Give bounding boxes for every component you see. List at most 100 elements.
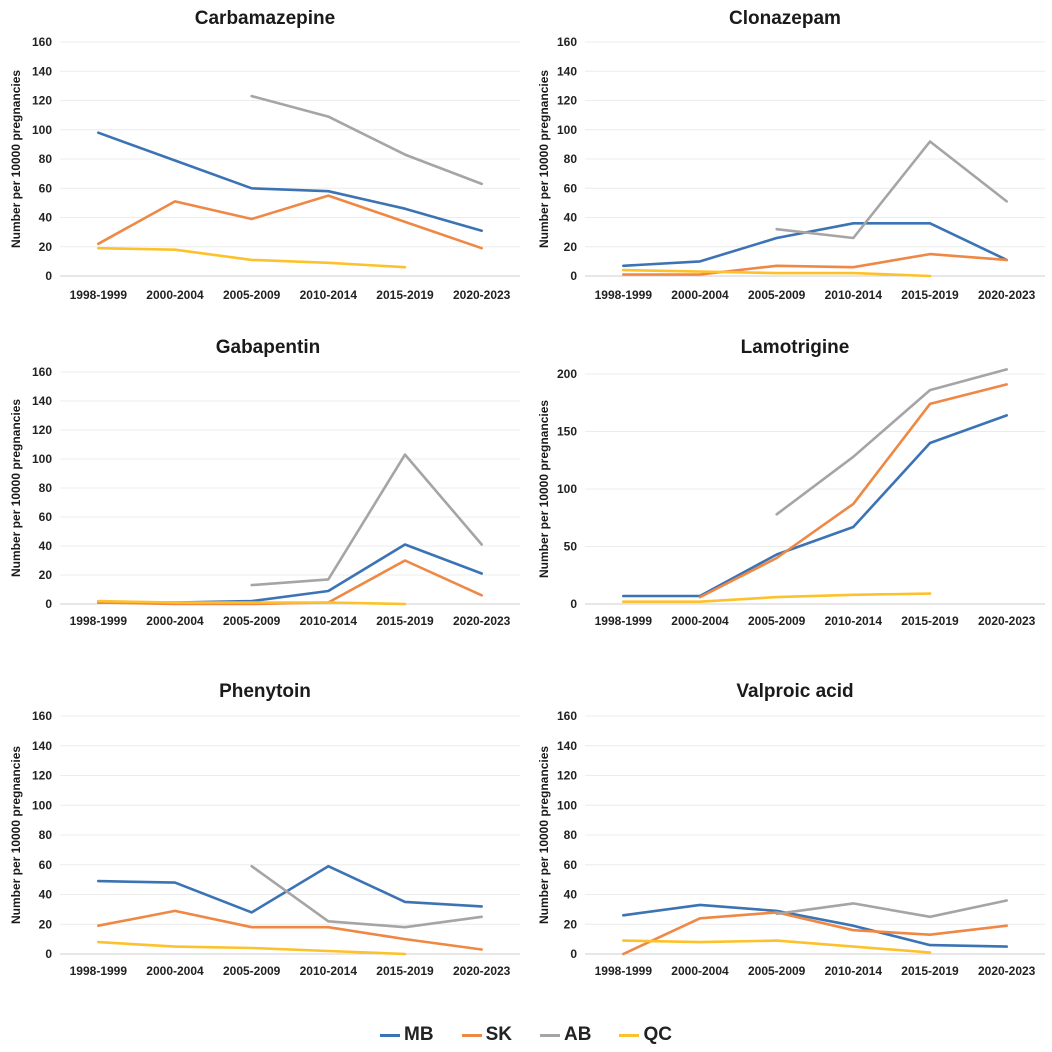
x-tick-label: 2010-2014 [825, 964, 883, 978]
x-tick-label: 2015-2019 [901, 288, 959, 302]
legend-label-qc: QC [643, 1024, 672, 1045]
y-tick-label: 160 [32, 365, 52, 379]
series-line-ab [775, 899, 1009, 919]
x-tick-label: 2005-2009 [748, 288, 806, 302]
series-line-sk [621, 252, 1009, 276]
y-tick-label: 160 [32, 35, 52, 49]
series-line-mb [621, 414, 1009, 598]
series-line-ab [250, 94, 484, 186]
legend-swatch-qc [619, 1033, 640, 1037]
x-tick-label: 2020-2023 [978, 288, 1036, 302]
x-tick-label: 2010-2014 [825, 614, 883, 628]
chart-panel-clonazepam: Clonazepam Number per 10000 pregnancies 0 2… [537, 8, 1045, 302]
x-tick-label: 2010-2014 [300, 288, 358, 302]
y-tick-label: 60 [564, 181, 578, 195]
legend-item-qc: QC [619, 1024, 672, 1046]
chart-panel-valproic-acid: Valproic acid Number per 10000 pregnancie… [537, 681, 1045, 978]
y-tick-label: 80 [39, 152, 53, 166]
chart-panel-phenytoin: Phenytoin Number per 10000 pregnancies 0 20… [9, 681, 520, 978]
y-tick-label: 120 [32, 769, 52, 783]
x-tick-label: 2005-2009 [223, 964, 281, 978]
y-tick-label: 150 [557, 425, 577, 439]
x-tick-label: 2015-2019 [376, 964, 434, 978]
y-tick-label: 0 [45, 269, 52, 283]
x-tick-label: 2005-2009 [223, 288, 281, 302]
series-line-mb [621, 222, 1009, 268]
y-tick-label: 40 [564, 211, 578, 225]
legend-label-ab: AB [564, 1024, 592, 1045]
y-tick-label: 20 [39, 917, 53, 931]
y-tick-label: 40 [39, 888, 53, 902]
x-tick-label: 2010-2014 [825, 288, 883, 302]
series-line-sk [97, 909, 484, 951]
x-tick-label: 2020-2023 [978, 614, 1036, 628]
y-tick-label: 60 [39, 858, 53, 872]
series-line-ab [250, 453, 484, 587]
y-axis-label: Number per 10000 pregnancies [537, 400, 551, 578]
series-line-qc [97, 940, 407, 956]
x-tick-label: 1998-1999 [595, 288, 653, 302]
y-tick-label: 0 [570, 597, 577, 611]
x-tick-label: 2000-2004 [671, 964, 729, 978]
series-line-qc [97, 246, 407, 269]
series-line-ab [250, 864, 484, 929]
x-tick-label: 2005-2009 [748, 614, 806, 628]
y-tick-label: 140 [32, 739, 52, 753]
y-tick-label: 20 [39, 568, 53, 582]
legend-item-mb: MB [380, 1024, 434, 1046]
x-tick-label: 2020-2023 [453, 614, 511, 628]
x-tick-label: 2000-2004 [146, 964, 204, 978]
x-tick-label: 2015-2019 [376, 614, 434, 628]
series-line-sk [97, 194, 484, 250]
y-tick-label: 120 [32, 423, 52, 437]
y-tick-label: 20 [39, 240, 53, 254]
series-line-ab [775, 368, 1009, 516]
x-tick-label: 2010-2014 [300, 614, 358, 628]
y-tick-label: 160 [557, 35, 577, 49]
y-tick-label: 100 [32, 798, 52, 812]
series-line-mb [97, 864, 484, 914]
legend-item-sk: SK [461, 1024, 512, 1046]
y-tick-label: 0 [570, 947, 577, 961]
series-line-qc [621, 939, 932, 954]
y-tick-label: 140 [557, 739, 577, 753]
x-tick-label: 2020-2023 [453, 964, 511, 978]
legend-swatch-mb [380, 1033, 401, 1037]
y-tick-label: 140 [32, 64, 52, 78]
y-tick-label: 160 [557, 709, 577, 723]
legend-swatch-sk [461, 1033, 482, 1037]
y-tick-label: 20 [564, 917, 578, 931]
series-line-sk [621, 911, 1009, 956]
y-axis-label: Number per 10000 pregnancies [9, 70, 23, 248]
y-tick-label: 60 [39, 510, 53, 524]
y-tick-label: 20 [564, 240, 578, 254]
x-tick-label: 2005-2009 [223, 614, 281, 628]
chart-title: Gabapentin [216, 337, 321, 358]
x-tick-label: 2020-2023 [978, 964, 1036, 978]
series-line-sk [698, 383, 1009, 599]
chart-title: Lamotrigine [741, 337, 850, 358]
y-tick-label: 140 [32, 394, 52, 408]
legend-label-mb: MB [404, 1024, 434, 1045]
y-tick-label: 100 [557, 482, 577, 496]
series-line-mb [97, 131, 484, 232]
y-tick-label: 60 [39, 181, 53, 195]
legend-swatch-ab [540, 1033, 560, 1037]
x-tick-label: 1998-1999 [595, 964, 653, 978]
y-tick-label: 100 [32, 123, 52, 137]
y-axis-label: Number per 10000 pregnancies [537, 746, 551, 924]
y-tick-label: 80 [564, 152, 578, 166]
y-tick-label: 40 [39, 539, 53, 553]
y-axis-label: Number per 10000 pregnancies [9, 746, 23, 924]
series-line-mb [97, 543, 484, 604]
y-tick-label: 120 [557, 94, 577, 108]
y-tick-label: 120 [32, 94, 52, 108]
x-tick-label: 2000-2004 [146, 288, 204, 302]
y-tick-label: 80 [564, 828, 578, 842]
y-tick-label: 140 [557, 64, 577, 78]
chart-title: Phenytoin [219, 681, 311, 702]
y-tick-label: 200 [557, 367, 577, 381]
y-tick-label: 60 [564, 858, 578, 872]
y-tick-label: 100 [557, 798, 577, 812]
series-line-qc [621, 592, 932, 604]
